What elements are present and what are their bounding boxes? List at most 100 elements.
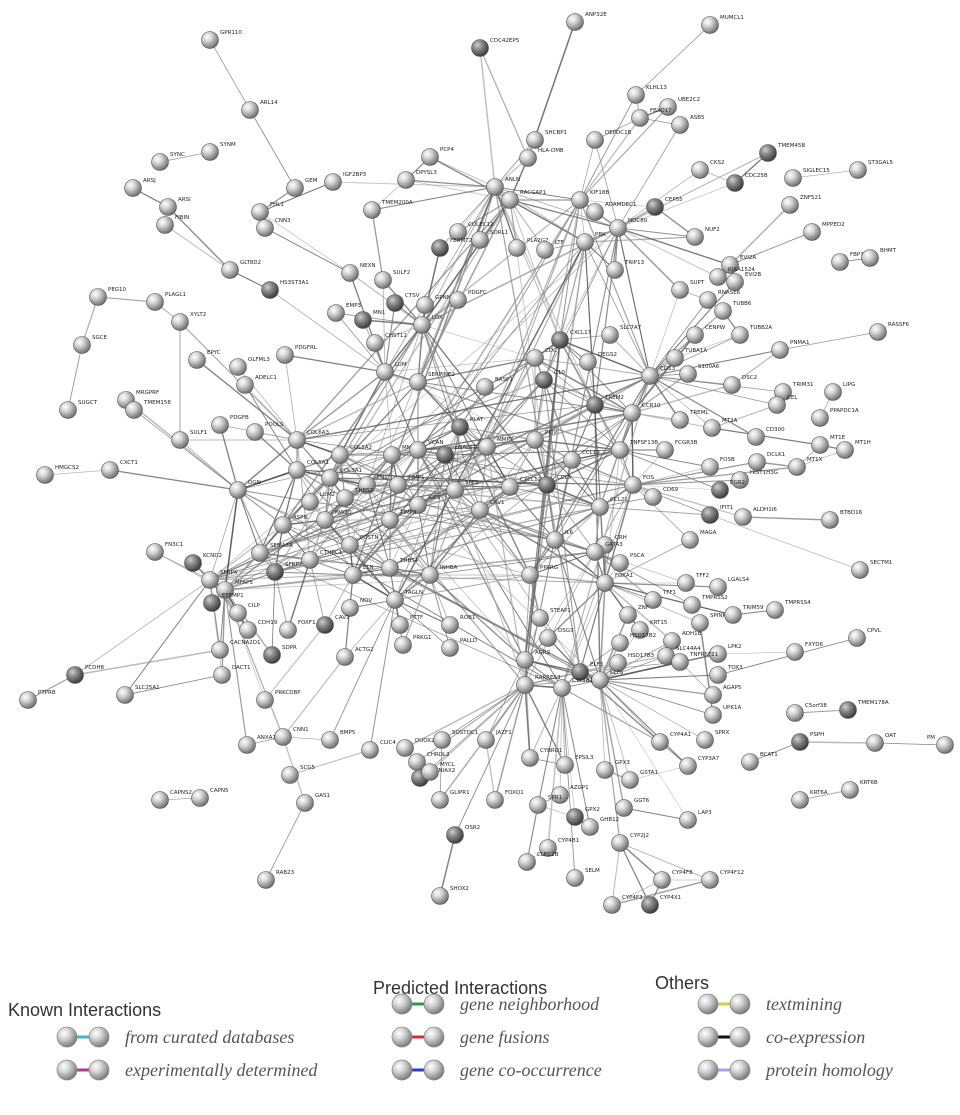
protein-node-circle[interactable] (791, 733, 809, 751)
protein-node-pcdh8[interactable]: PCDH8 (66, 665, 105, 684)
protein-node-racgap1[interactable]: RACGAP1 (501, 190, 546, 209)
protein-node-epyc[interactable]: EPYC (188, 350, 221, 369)
protein-node-capn5[interactable]: CAPN5 (191, 788, 230, 807)
protein-node-circle[interactable] (256, 219, 274, 237)
protein-node-tubb6[interactable]: TUBB6 (714, 301, 752, 320)
protein-node-tagln[interactable]: TAGLN (386, 590, 424, 609)
protein-node-cyp4x1[interactable]: CYP4X1 (641, 895, 682, 914)
protein-node-circle[interactable] (241, 101, 259, 119)
protein-node-circle[interactable] (184, 554, 202, 572)
protein-node-tff2[interactable]: TFF2 (677, 573, 710, 592)
protein-node-inhba[interactable]: INHBA (421, 565, 458, 584)
protein-node-evi2a[interactable]: EVI2A (721, 255, 757, 274)
protein-node-mumcl1[interactable]: MUMCL1 (701, 15, 744, 34)
protein-node-circle[interactable] (536, 241, 554, 259)
protein-node-gata3[interactable]: GATA3 (586, 542, 624, 561)
protein-node-chst11[interactable]: CHST11 (366, 333, 407, 352)
protein-node-circle[interactable] (771, 341, 789, 359)
protein-node-anln[interactable]: ANLN (486, 177, 521, 196)
protein-node-circle[interactable] (409, 441, 427, 459)
protein-node-cacna2d1[interactable]: CACNA2D1 (211, 640, 261, 659)
protein-node-mt2a[interactable]: MT2A (703, 418, 738, 437)
protein-node-circle[interactable] (848, 629, 866, 647)
protein-node-sprx[interactable]: SPRX (696, 730, 730, 749)
protein-node-circle[interactable] (866, 734, 884, 752)
protein-node-trim59[interactable]: TRIM59 (724, 605, 765, 624)
protein-node-circle[interactable] (631, 109, 649, 127)
protein-node-circle[interactable] (441, 616, 459, 634)
protein-node-osr2[interactable]: OSR2 (446, 825, 481, 844)
protein-node-circle[interactable] (516, 651, 534, 669)
protein-node-circle[interactable] (449, 223, 467, 241)
protein-node-fhl1[interactable]: FHL1 (251, 202, 284, 221)
protein-node-circle[interactable] (238, 736, 256, 754)
protein-node-circle[interactable] (619, 606, 637, 624)
protein-node-degs2[interactable]: DEGS2 (579, 352, 617, 371)
protein-node-circle[interactable] (288, 431, 306, 449)
protein-node-nov[interactable]: NOV (341, 598, 373, 617)
protein-node-circle[interactable] (656, 441, 674, 459)
protein-node-pdgfb[interactable]: PDGFB (211, 415, 249, 434)
protein-node-circle[interactable] (766, 601, 784, 619)
protein-node-bmp5[interactable]: BMP5 (321, 730, 356, 749)
protein-node-cilp[interactable]: CILP (229, 603, 261, 622)
protein-node-circle[interactable] (301, 493, 319, 511)
protein-node-circle[interactable] (374, 271, 392, 289)
protein-node-circle[interactable] (627, 86, 645, 104)
protein-node-ifit1[interactable]: IFIT1 (701, 505, 734, 524)
protein-node-circle[interactable] (124, 179, 142, 197)
protein-node-circle[interactable] (229, 604, 247, 622)
protein-node-circle[interactable] (791, 791, 809, 809)
protein-node-circle[interactable] (336, 648, 354, 666)
protein-node-circle[interactable] (324, 173, 342, 191)
protein-node-circle[interactable] (531, 609, 549, 627)
protein-node-circle[interactable] (188, 351, 206, 369)
protein-node-circle[interactable] (701, 871, 719, 889)
protein-node-scg5[interactable]: SCG5 (281, 765, 316, 784)
protein-node-fn3c1[interactable]: FN3C1 (146, 542, 184, 561)
protein-node-s100a6[interactable]: S100A6 (679, 364, 720, 383)
protein-node-dclk1[interactable]: DCLK1 (748, 452, 786, 471)
protein-node-lum2[interactable]: LUM2 (301, 492, 336, 511)
protein-node-circle[interactable] (159, 198, 177, 216)
protein-node-plat[interactable]: PLAT (451, 417, 484, 436)
protein-node-tmprss4[interactable]: TMPRSS4 (766, 600, 812, 619)
protein-node-circle[interactable] (671, 116, 689, 134)
protein-node-anxa10[interactable]: ANXA10 (238, 735, 280, 754)
protein-node-circle[interactable] (538, 476, 556, 494)
protein-node-circle[interactable] (748, 453, 766, 471)
protein-node-kiaa1524[interactable]: KIAA1524 (709, 267, 756, 286)
protein-node-circle[interactable] (146, 293, 164, 311)
protein-node-circle[interactable] (221, 261, 239, 279)
protein-node-sorl1[interactable]: SORL1 (471, 230, 509, 249)
protein-node-circle[interactable] (73, 336, 91, 354)
protein-node-circle[interactable] (686, 228, 704, 246)
protein-node-ogn[interactable]: OGN (229, 480, 261, 499)
protein-node-tnfrsf21[interactable]: TNFRSF21 (671, 652, 719, 671)
protein-node-rob1[interactable]: ROB1 (441, 615, 476, 634)
protein-node-circle[interactable] (803, 223, 821, 241)
protein-node-arsj[interactable]: ARSJ (124, 178, 157, 197)
protein-node-cel[interactable]: CEL (768, 395, 799, 414)
protein-node-circle[interactable] (724, 606, 742, 624)
protein-node-circle[interactable] (526, 431, 544, 449)
protein-node-gpx3[interactable]: GPX3 (596, 760, 631, 779)
protein-node-circle[interactable] (191, 789, 209, 807)
protein-node-circle[interactable] (236, 376, 254, 394)
protein-node-circle[interactable] (201, 143, 219, 161)
protein-node-circle[interactable] (851, 561, 869, 579)
protein-node-tox3[interactable]: TOX3 (709, 665, 744, 684)
protein-node-circle[interactable] (596, 574, 614, 592)
protein-node-circle[interactable] (666, 349, 684, 367)
protein-node-circle[interactable] (431, 887, 449, 905)
protein-node-circle[interactable] (936, 736, 954, 754)
protein-node-klf5[interactable]: KLF5 (591, 670, 624, 689)
protein-node-circle[interactable] (566, 808, 584, 826)
protein-node-circle[interactable] (576, 233, 594, 251)
protein-node-circle[interactable] (316, 616, 334, 634)
protein-node-ccl19[interactable]: CCL19 (563, 450, 601, 469)
protein-node-circle[interactable] (701, 506, 719, 524)
protein-node-circle[interactable] (611, 634, 629, 652)
protein-node-lum[interactable]: LUM (376, 362, 407, 381)
protein-node-circle[interactable] (386, 294, 404, 312)
